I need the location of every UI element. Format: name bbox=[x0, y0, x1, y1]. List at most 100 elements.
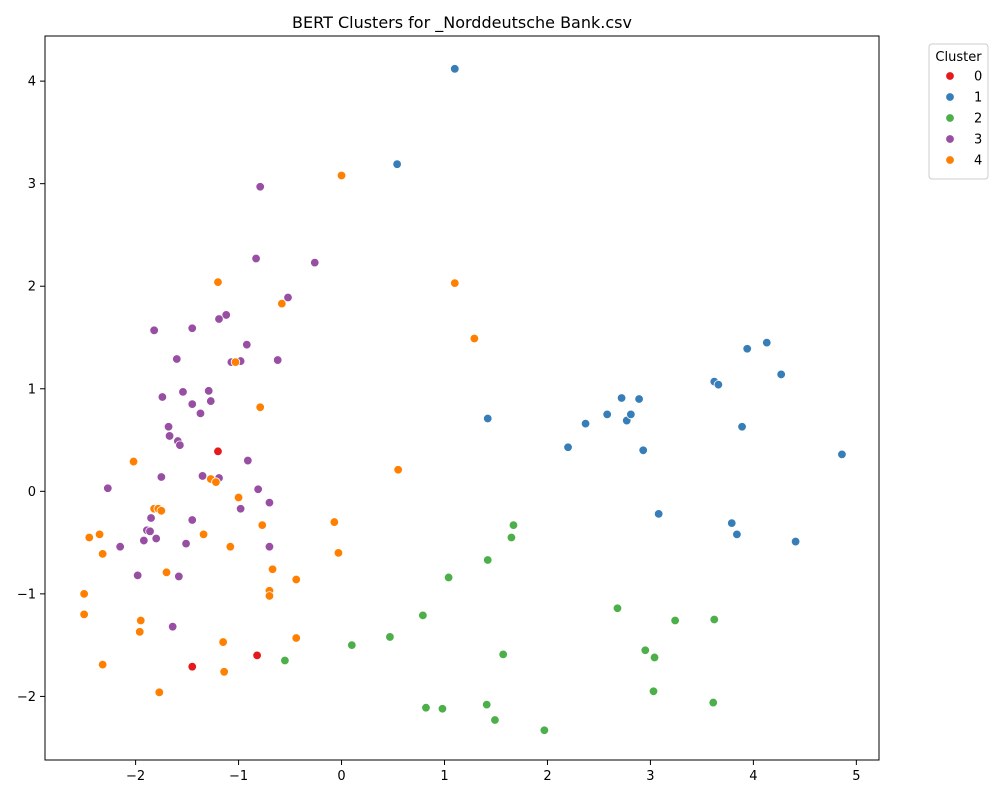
legend-box bbox=[928, 43, 989, 180]
legend-marker-cluster-0 bbox=[945, 71, 955, 81]
data-point-cluster-3 bbox=[115, 541, 125, 552]
data-point-cluster-3 bbox=[164, 431, 175, 441]
data-point-cluster-2 bbox=[508, 520, 519, 530]
data-point-cluster-4 bbox=[233, 492, 244, 503]
data-point-cluster-4 bbox=[230, 357, 241, 367]
x-tick-label: −1 bbox=[229, 769, 248, 784]
data-point-cluster-4 bbox=[79, 609, 89, 620]
data-point-cluster-4 bbox=[257, 520, 267, 530]
data-point-cluster-4 bbox=[84, 532, 94, 543]
y-axis: −2 −1 0 1 2 3 4 bbox=[17, 75, 45, 705]
data-point-cluster-4 bbox=[218, 637, 228, 647]
x-tick-label: 2 bbox=[543, 769, 551, 784]
data-point-cluster-3 bbox=[272, 355, 283, 365]
data-point-cluster-2 bbox=[670, 615, 680, 626]
y-tick-label: −2 bbox=[17, 690, 36, 705]
data-point-cluster-1 bbox=[450, 64, 460, 74]
data-point-cluster-3 bbox=[175, 440, 185, 450]
data-point-cluster-4 bbox=[211, 477, 221, 487]
data-point-cluster-3 bbox=[214, 314, 224, 324]
data-point-cluster-2 bbox=[483, 555, 493, 565]
data-point-cluster-2 bbox=[498, 649, 508, 660]
x-tick-label: 0 bbox=[337, 769, 345, 784]
data-point-cluster-3 bbox=[187, 515, 197, 525]
data-point-cluster-1 bbox=[634, 394, 644, 404]
data-point-cluster-2 bbox=[709, 614, 719, 625]
data-point-cluster-3 bbox=[174, 571, 184, 582]
legend-marker-cluster-3 bbox=[945, 134, 955, 144]
data-point-cluster-4 bbox=[97, 659, 108, 670]
data-point-cluster-1 bbox=[626, 409, 636, 420]
data-point-cluster-1 bbox=[713, 379, 724, 390]
data-point-cluster-3 bbox=[132, 570, 143, 581]
x-tick-label: −2 bbox=[126, 769, 145, 784]
data-point-cluster-4 bbox=[94, 529, 105, 540]
y-tick-label: 1 bbox=[28, 382, 36, 397]
data-point-cluster-1 bbox=[790, 536, 801, 547]
data-point-cluster-1 bbox=[732, 529, 742, 540]
data-point-cluster-4 bbox=[264, 591, 275, 601]
data-point-cluster-3 bbox=[283, 292, 293, 303]
data-point-cluster-3 bbox=[172, 354, 182, 364]
data-point-cluster-2 bbox=[385, 632, 395, 642]
data-point-cluster-3 bbox=[151, 533, 161, 544]
data-point-cluster-3 bbox=[178, 387, 188, 397]
data-point-cluster-4 bbox=[450, 278, 460, 288]
data-point-cluster-3 bbox=[195, 408, 206, 419]
data-point-cluster-4 bbox=[97, 549, 108, 559]
data-point-cluster-0 bbox=[252, 650, 262, 661]
legend-marker-cluster-1 bbox=[945, 92, 955, 102]
plot-area-frame bbox=[44, 35, 880, 761]
data-point-cluster-2 bbox=[490, 715, 500, 725]
data-point-cluster-3 bbox=[251, 253, 261, 264]
legend-label-cluster-1: 1 bbox=[974, 91, 982, 106]
data-point-cluster-2 bbox=[649, 652, 660, 663]
data-point-cluster-2 bbox=[708, 697, 718, 708]
legend: Cluster 0 1 2 3 4 bbox=[928, 43, 989, 180]
data-point-cluster-3 bbox=[146, 513, 156, 523]
data-point-cluster-3 bbox=[310, 257, 320, 268]
data-point-cluster-3 bbox=[187, 399, 197, 409]
data-point-cluster-4 bbox=[156, 506, 167, 516]
data-point-cluster-2 bbox=[539, 725, 550, 735]
y-tick-label: 2 bbox=[28, 280, 36, 295]
data-point-cluster-4 bbox=[136, 615, 146, 626]
data-point-cluster-1 bbox=[837, 449, 847, 460]
data-point-cluster-3 bbox=[204, 386, 214, 396]
data-point-cluster-3 bbox=[253, 484, 263, 494]
y-tick-label: −1 bbox=[17, 587, 36, 602]
data-points-layer bbox=[79, 64, 847, 735]
data-point-cluster-4 bbox=[291, 633, 301, 643]
data-point-cluster-0 bbox=[213, 446, 223, 457]
data-point-cluster-4 bbox=[329, 517, 340, 527]
data-point-cluster-2 bbox=[418, 610, 428, 621]
data-point-cluster-2 bbox=[482, 699, 492, 710]
data-point-cluster-4 bbox=[267, 564, 278, 574]
y-tick-label: 0 bbox=[28, 485, 36, 500]
data-point-cluster-0 bbox=[187, 661, 197, 672]
data-point-cluster-3 bbox=[221, 310, 231, 320]
x-tick-label: 1 bbox=[440, 769, 448, 784]
data-point-cluster-4 bbox=[198, 529, 209, 540]
data-point-cluster-2 bbox=[443, 572, 454, 583]
data-point-cluster-4 bbox=[128, 456, 139, 467]
data-point-cluster-4 bbox=[135, 627, 145, 637]
data-point-cluster-2 bbox=[612, 603, 623, 613]
data-point-cluster-3 bbox=[255, 182, 265, 192]
legend-label-cluster-2: 2 bbox=[974, 112, 982, 127]
data-point-cluster-4 bbox=[225, 541, 236, 552]
data-point-cluster-3 bbox=[264, 497, 275, 508]
data-point-cluster-1 bbox=[762, 337, 772, 348]
legend-marker-cluster-4 bbox=[945, 155, 955, 165]
data-point-cluster-1 bbox=[602, 409, 612, 420]
data-point-cluster-3 bbox=[206, 396, 216, 406]
data-point-cluster-4 bbox=[219, 667, 229, 677]
chart-title: BERT Clusters for _Norddeutsche Bank.csv bbox=[292, 13, 632, 33]
data-point-cluster-3 bbox=[139, 535, 149, 546]
data-point-cluster-1 bbox=[727, 518, 737, 528]
legend-label-cluster-4: 4 bbox=[974, 154, 982, 169]
data-point-cluster-2 bbox=[640, 645, 650, 655]
data-point-cluster-3 bbox=[103, 483, 113, 493]
y-tick-label: 4 bbox=[28, 75, 36, 90]
